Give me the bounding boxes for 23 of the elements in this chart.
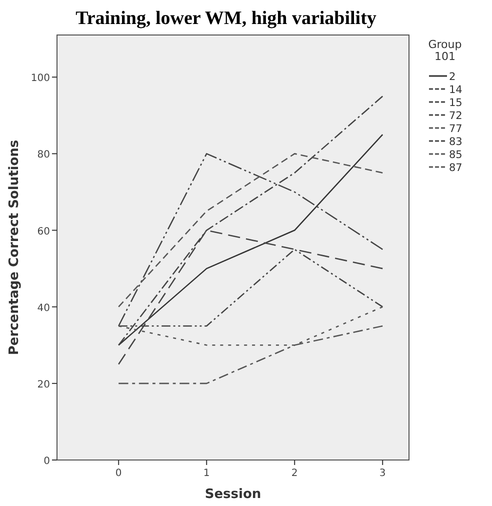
x-tick-label: 1	[203, 468, 210, 479]
legend-label: 85	[449, 149, 462, 161]
x-axis-title: Session	[204, 487, 262, 502]
y-tick-label: 80	[37, 150, 50, 161]
legend-label: 2	[449, 71, 456, 83]
line-series	[118, 134, 384, 346]
legend-label: 87	[449, 162, 462, 174]
legend-label: 72	[449, 110, 462, 122]
x-tick-label: 2	[291, 468, 298, 479]
legend-label: 77	[449, 123, 462, 135]
x-tick-label: 3	[379, 468, 386, 479]
x-tick-label: 0	[115, 468, 122, 479]
legend-label: 14	[449, 84, 463, 96]
y-tick-label: 20	[37, 379, 50, 390]
chart-title: Training, lower WM, high variability	[76, 8, 377, 29]
legend-title: Group 101	[428, 38, 462, 63]
y-axis-title: Percentage Correct Solutions	[7, 140, 22, 356]
y-tick-label: 100	[30, 73, 50, 84]
y-tick-label: 40	[37, 302, 50, 314]
legend-label: 83	[449, 136, 462, 148]
y-tick-label: 0	[44, 456, 50, 467]
legend-label: 15	[449, 97, 462, 109]
y-tick-label: 60	[37, 226, 50, 238]
